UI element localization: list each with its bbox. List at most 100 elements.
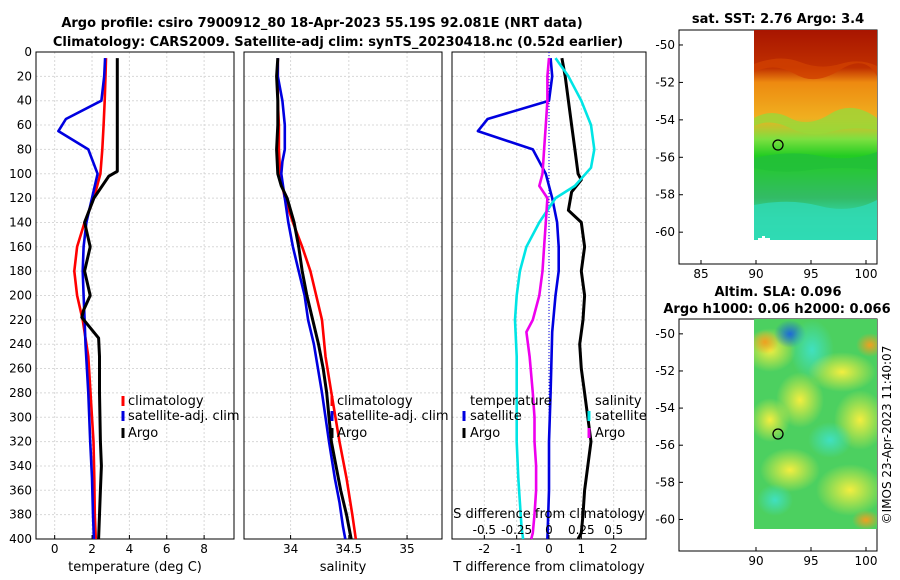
salinity-axes-box xyxy=(243,51,443,540)
lon-tick-label: 100 xyxy=(855,267,878,281)
lon-tick-label: 95 xyxy=(803,267,818,281)
temperature-tick-labels: 0 2 4 6 8 xyxy=(51,535,208,556)
salinity-legend: climatology satellite-adj. clim Argo xyxy=(330,394,449,441)
depth-tick-label: 240 xyxy=(9,337,32,351)
lat-tick-label: -52 xyxy=(655,75,675,89)
depth-tick-label: 200 xyxy=(9,289,32,303)
temp-legend-argo: Argo xyxy=(128,426,158,441)
lon-tick-label: 95 xyxy=(803,554,818,568)
lat-tick-label: -56 xyxy=(655,150,675,164)
series-satellite-adj-clim xyxy=(276,58,347,540)
x-tick-label: 4 xyxy=(126,542,134,556)
x-tick-label: -2 xyxy=(478,542,490,556)
lon-tick-label: 100 xyxy=(855,554,878,568)
salinity-xlabel: salinity xyxy=(320,560,367,575)
sal-legend-argo: Argo xyxy=(337,426,367,441)
s-difference-label: S difference from climatology xyxy=(453,507,645,522)
sla-map-panel: Altim. SLA: 0.096 Argo h1000: 0.06 h2000… xyxy=(655,285,890,568)
sst-argo-location-marker xyxy=(772,139,784,151)
series-climatology xyxy=(276,58,358,540)
lon-tick-label: 90 xyxy=(748,267,763,281)
lat-tick-label: -58 xyxy=(655,475,675,489)
lat-tick-label: -60 xyxy=(655,225,675,239)
series-argo xyxy=(80,58,119,540)
imos-credit: ©IMOS 23-Apr-2023 11:40:07 xyxy=(880,346,894,525)
sla-map-title-line1: Altim. SLA: 0.096 xyxy=(715,285,842,300)
x-tick-label: 0 xyxy=(545,542,553,556)
temperature-gridlines xyxy=(36,51,234,540)
salinity-panel: 34 34.5 35 salinity climatology satellite-… xyxy=(243,51,449,575)
lat-tick-label: -50 xyxy=(655,38,675,52)
x-tick-label: 34.5 xyxy=(335,542,362,556)
depth-tick-label: 80 xyxy=(17,142,32,156)
figure-title-line2: Climatology: CARS2009. Satellite-adj cli… xyxy=(53,35,623,50)
x-tick-label: 2 xyxy=(88,542,96,556)
salinity-series xyxy=(275,58,358,540)
depth-tick-label: 20 xyxy=(17,69,32,83)
depth-tick-label: 280 xyxy=(9,386,32,400)
diff-legend-s-argo: Argo xyxy=(595,426,625,441)
sal-legend-climatology: climatology xyxy=(337,394,413,409)
salinity-difference-tick-labels: -0.5 -0.25 0 0.25 0.5 xyxy=(473,523,624,537)
x-tick-label: 0 xyxy=(51,542,59,556)
difference-panel: -0.5 -0.25 0 0.25 0.5 S difference from clim… xyxy=(451,51,647,575)
x-tick-label: 8 xyxy=(200,542,208,556)
lon-tick-label: 90 xyxy=(748,554,763,568)
depth-tick-label: 60 xyxy=(17,118,32,132)
s-tick-label: 0.25 xyxy=(568,523,595,537)
lat-tick-label: -52 xyxy=(655,364,675,378)
lat-tick-label: -54 xyxy=(655,113,675,127)
temperature-series xyxy=(57,58,119,540)
depth-tick-label: 360 xyxy=(9,483,32,497)
depth-tick-label: 220 xyxy=(9,313,32,327)
salinity-tick-labels: 34 34.5 35 xyxy=(283,535,415,556)
figure-title-line1: Argo profile: csiro 7900912_80 18-Apr-20… xyxy=(61,16,582,31)
depth-tick-label: 400 xyxy=(9,532,32,546)
temperature-axes-box xyxy=(35,51,235,540)
x-tick-label: 1 xyxy=(578,542,586,556)
depth-tick-label: 100 xyxy=(9,167,32,181)
depth-tick-label: 120 xyxy=(9,191,32,205)
depth-tick-label: 300 xyxy=(9,410,32,424)
temperature-legend: climatology satellite-adj. clim Argo xyxy=(121,394,240,441)
lat-tick-label: -54 xyxy=(655,401,675,415)
legend-salinity-title: salinity xyxy=(595,394,642,409)
temp-legend-climatology: climatology xyxy=(128,394,204,409)
x-tick-label: 6 xyxy=(163,542,171,556)
series-satellite-adj-clim xyxy=(57,58,107,540)
depth-tick-label: 180 xyxy=(9,264,32,278)
temperature-xlabel: temperature (deg C) xyxy=(68,560,202,575)
depth-tick-label: 140 xyxy=(9,215,32,229)
depth-tick-label: 340 xyxy=(9,459,32,473)
sal-legend-satellite: satellite-adj. clim xyxy=(337,409,449,424)
lat-tick-label: -50 xyxy=(655,327,675,341)
lon-tick-label: 85 xyxy=(693,267,708,281)
depth-tick-label: 40 xyxy=(17,94,32,108)
temp-legend-satellite: satellite-adj. clim xyxy=(128,409,240,424)
lat-tick-label: -58 xyxy=(655,188,675,202)
depth-tick-label: 160 xyxy=(9,240,32,254)
series-t-argo xyxy=(560,57,593,540)
depth-tick-label: 380 xyxy=(9,508,32,522)
sla-image xyxy=(754,319,877,529)
series-t-satellite xyxy=(476,57,561,540)
t-difference-xlabel: T difference from climatology xyxy=(452,560,645,575)
diff-legend-t-argo: Argo xyxy=(470,426,500,441)
diff-legend-t-satellite: satellite xyxy=(470,409,522,424)
sla-lat-tick-labels: -50 -52 -54 -56 -58 -60 xyxy=(655,327,683,526)
sla-map-title-line2: Argo h1000: 0.06 h2000: 0.066 xyxy=(663,302,890,317)
series-s-satellite xyxy=(513,57,596,540)
temperature-panel: 0204060801001201401601802002202402602803… xyxy=(9,45,240,575)
sst-lat-tick-labels: -50 -52 -54 -56 -58 -60 xyxy=(655,38,683,239)
sst-image xyxy=(754,30,877,240)
x-tick-label: 35 xyxy=(399,542,414,556)
lat-tick-label: -56 xyxy=(655,438,675,452)
depth-tick-labels: 0 20 40 60 80 100 120 140 160 180 200 220 240 260 280 3… xyxy=(9,45,32,546)
sla-lon-tick-labels: 90 95 100 xyxy=(748,547,877,568)
s-tick-label: 0.5 xyxy=(604,523,623,537)
diff-legend-s-satellite: satellite xyxy=(595,409,647,424)
series-s-argo xyxy=(525,57,551,540)
x-tick-label: -1 xyxy=(511,542,523,556)
sla-argo-location-marker xyxy=(772,428,784,440)
